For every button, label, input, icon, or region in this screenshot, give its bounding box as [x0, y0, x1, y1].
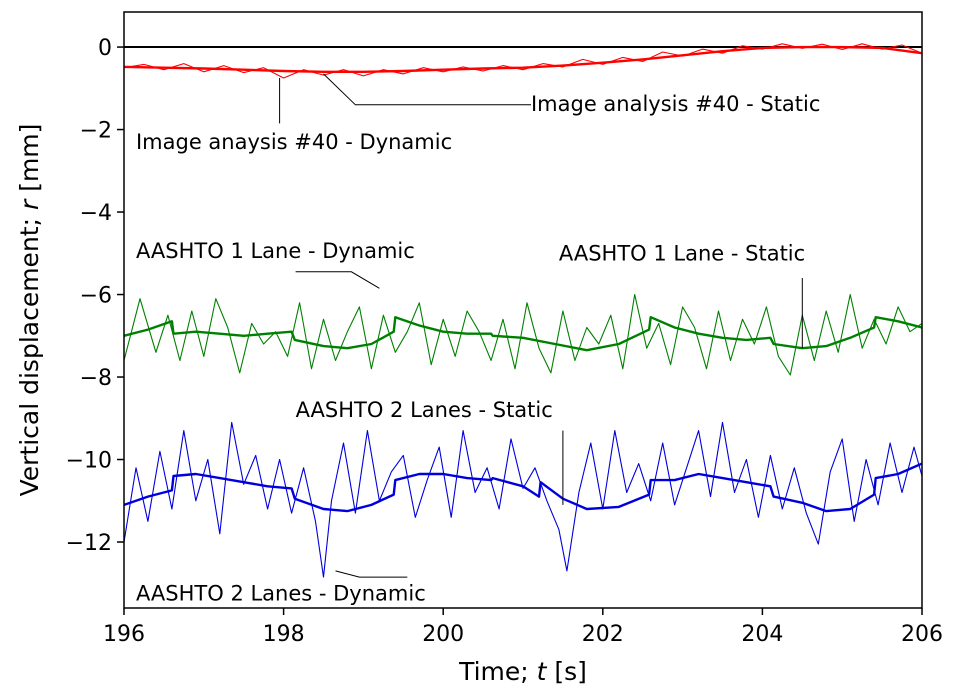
plot-frame	[123, 11, 923, 609]
annotation-label: AASHTO 1 Lane - Static	[559, 241, 805, 265]
series-line-0-static	[124, 45, 922, 74]
y-tick-label: −2	[80, 119, 112, 144]
x-tick-label: 198	[263, 622, 305, 647]
y-tick-label: −8	[80, 366, 112, 391]
y-axis: 0 −2 −4 −6 −8 −10 −12	[66, 36, 124, 556]
x-tick-label: 204	[741, 622, 783, 647]
x-axis: 196 198 200 202 204 206	[103, 608, 943, 647]
x-tick-label: 202	[582, 622, 624, 647]
annotation-label: Image analysis #40 - Static	[531, 92, 820, 116]
y-axis-title: Vertical displacement; r [mm]	[15, 124, 44, 497]
y-tick-label: −4	[80, 201, 112, 226]
annotation-layer: Image analysis #40 - Static Image anaysis…	[136, 73, 820, 606]
annotation-label: Image anaysis #40 - Dynamic	[136, 130, 452, 154]
series-line-5-dynamic	[124, 421, 922, 578]
x-tick-label: 196	[103, 622, 145, 647]
annotation-label: AASHTO 2 Lanes - Static	[296, 398, 553, 422]
series-line-2-static	[124, 316, 922, 352]
annotation-label: AASHTO 1 Lane - Dynamic	[136, 239, 415, 263]
annotation-label: AASHTO 2 Lanes - Dynamic	[136, 582, 426, 606]
series-line-4-static	[124, 462, 922, 513]
y-tick-label: 0	[98, 36, 112, 61]
series-layer	[124, 43, 922, 578]
annotation-leader	[323, 73, 531, 106]
y-tick-label: −10	[66, 449, 112, 474]
series-line-3-dynamic	[124, 293, 922, 376]
y-tick-label: −12	[66, 531, 112, 556]
x-tick-label: 200	[422, 622, 464, 647]
annotation-leader	[295, 271, 380, 289]
x-tick-label: 206	[901, 622, 943, 647]
annotation-leader	[335, 570, 408, 578]
y-tick-label: −6	[80, 284, 112, 309]
series-line-1-dynamic	[124, 43, 922, 79]
x-axis-title: Time; t [s]	[458, 657, 587, 686]
